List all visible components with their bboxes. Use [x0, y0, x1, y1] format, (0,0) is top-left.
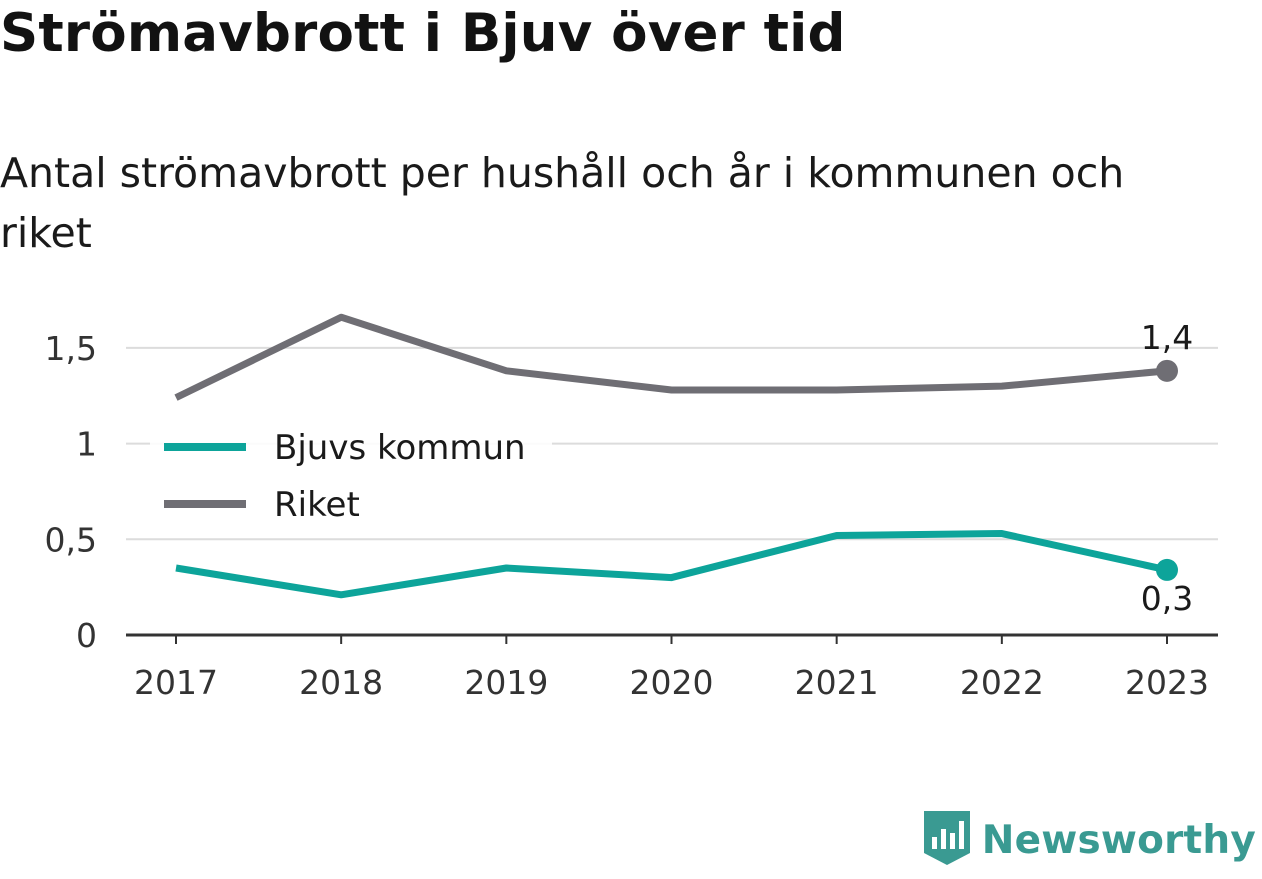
data-labels: 0,3 1,4 — [1141, 318, 1193, 618]
data-label: 1,4 — [1141, 318, 1193, 357]
x-tick-label: 2019 — [464, 663, 548, 702]
series-lines — [174, 313, 1178, 599]
legend: Bjuvs kommun Riket — [150, 418, 552, 525]
x-tick-label: 2021 — [795, 663, 879, 702]
legend-label: Bjuvs kommun — [274, 428, 526, 468]
series-line-riket — [174, 313, 1168, 401]
data-label: 0,3 — [1141, 579, 1193, 618]
brand-logo: Newsworthy — [922, 809, 1256, 871]
series-line-bjuvs-kommun — [175, 530, 1168, 599]
series-end-point-riket — [1156, 359, 1178, 382]
x-tick-label: 2020 — [630, 663, 714, 702]
x-tick-label: 2018 — [299, 663, 383, 702]
y-tick-label: 1 — [76, 425, 97, 464]
chart-subtitle: Antal strömavbrott per hushåll och år i … — [0, 149, 1125, 257]
bar-chart-shield-icon — [922, 809, 972, 871]
x-tick-label: 2022 — [960, 663, 1044, 702]
y-tick-label: 1,5 — [45, 329, 97, 368]
x-tick-label: 2017 — [134, 663, 218, 702]
x-axis-ticks: 2017 2018 2019 2020 2021 2022 2023 — [134, 635, 1209, 702]
y-tick-label: 0 — [76, 616, 97, 655]
series-end-point-bjuvs-kommun — [1156, 558, 1178, 581]
y-tick-label: 0,5 — [45, 520, 97, 559]
y-axis-ticks: 0 0,5 1 1,5 — [45, 329, 97, 655]
x-tick-label: 2023 — [1125, 663, 1209, 702]
chart-title: Strömavbrott i Bjuv över tid — [0, 3, 846, 64]
legend-label: Riket — [274, 485, 360, 525]
brand-name: Newsworthy — [981, 817, 1256, 863]
